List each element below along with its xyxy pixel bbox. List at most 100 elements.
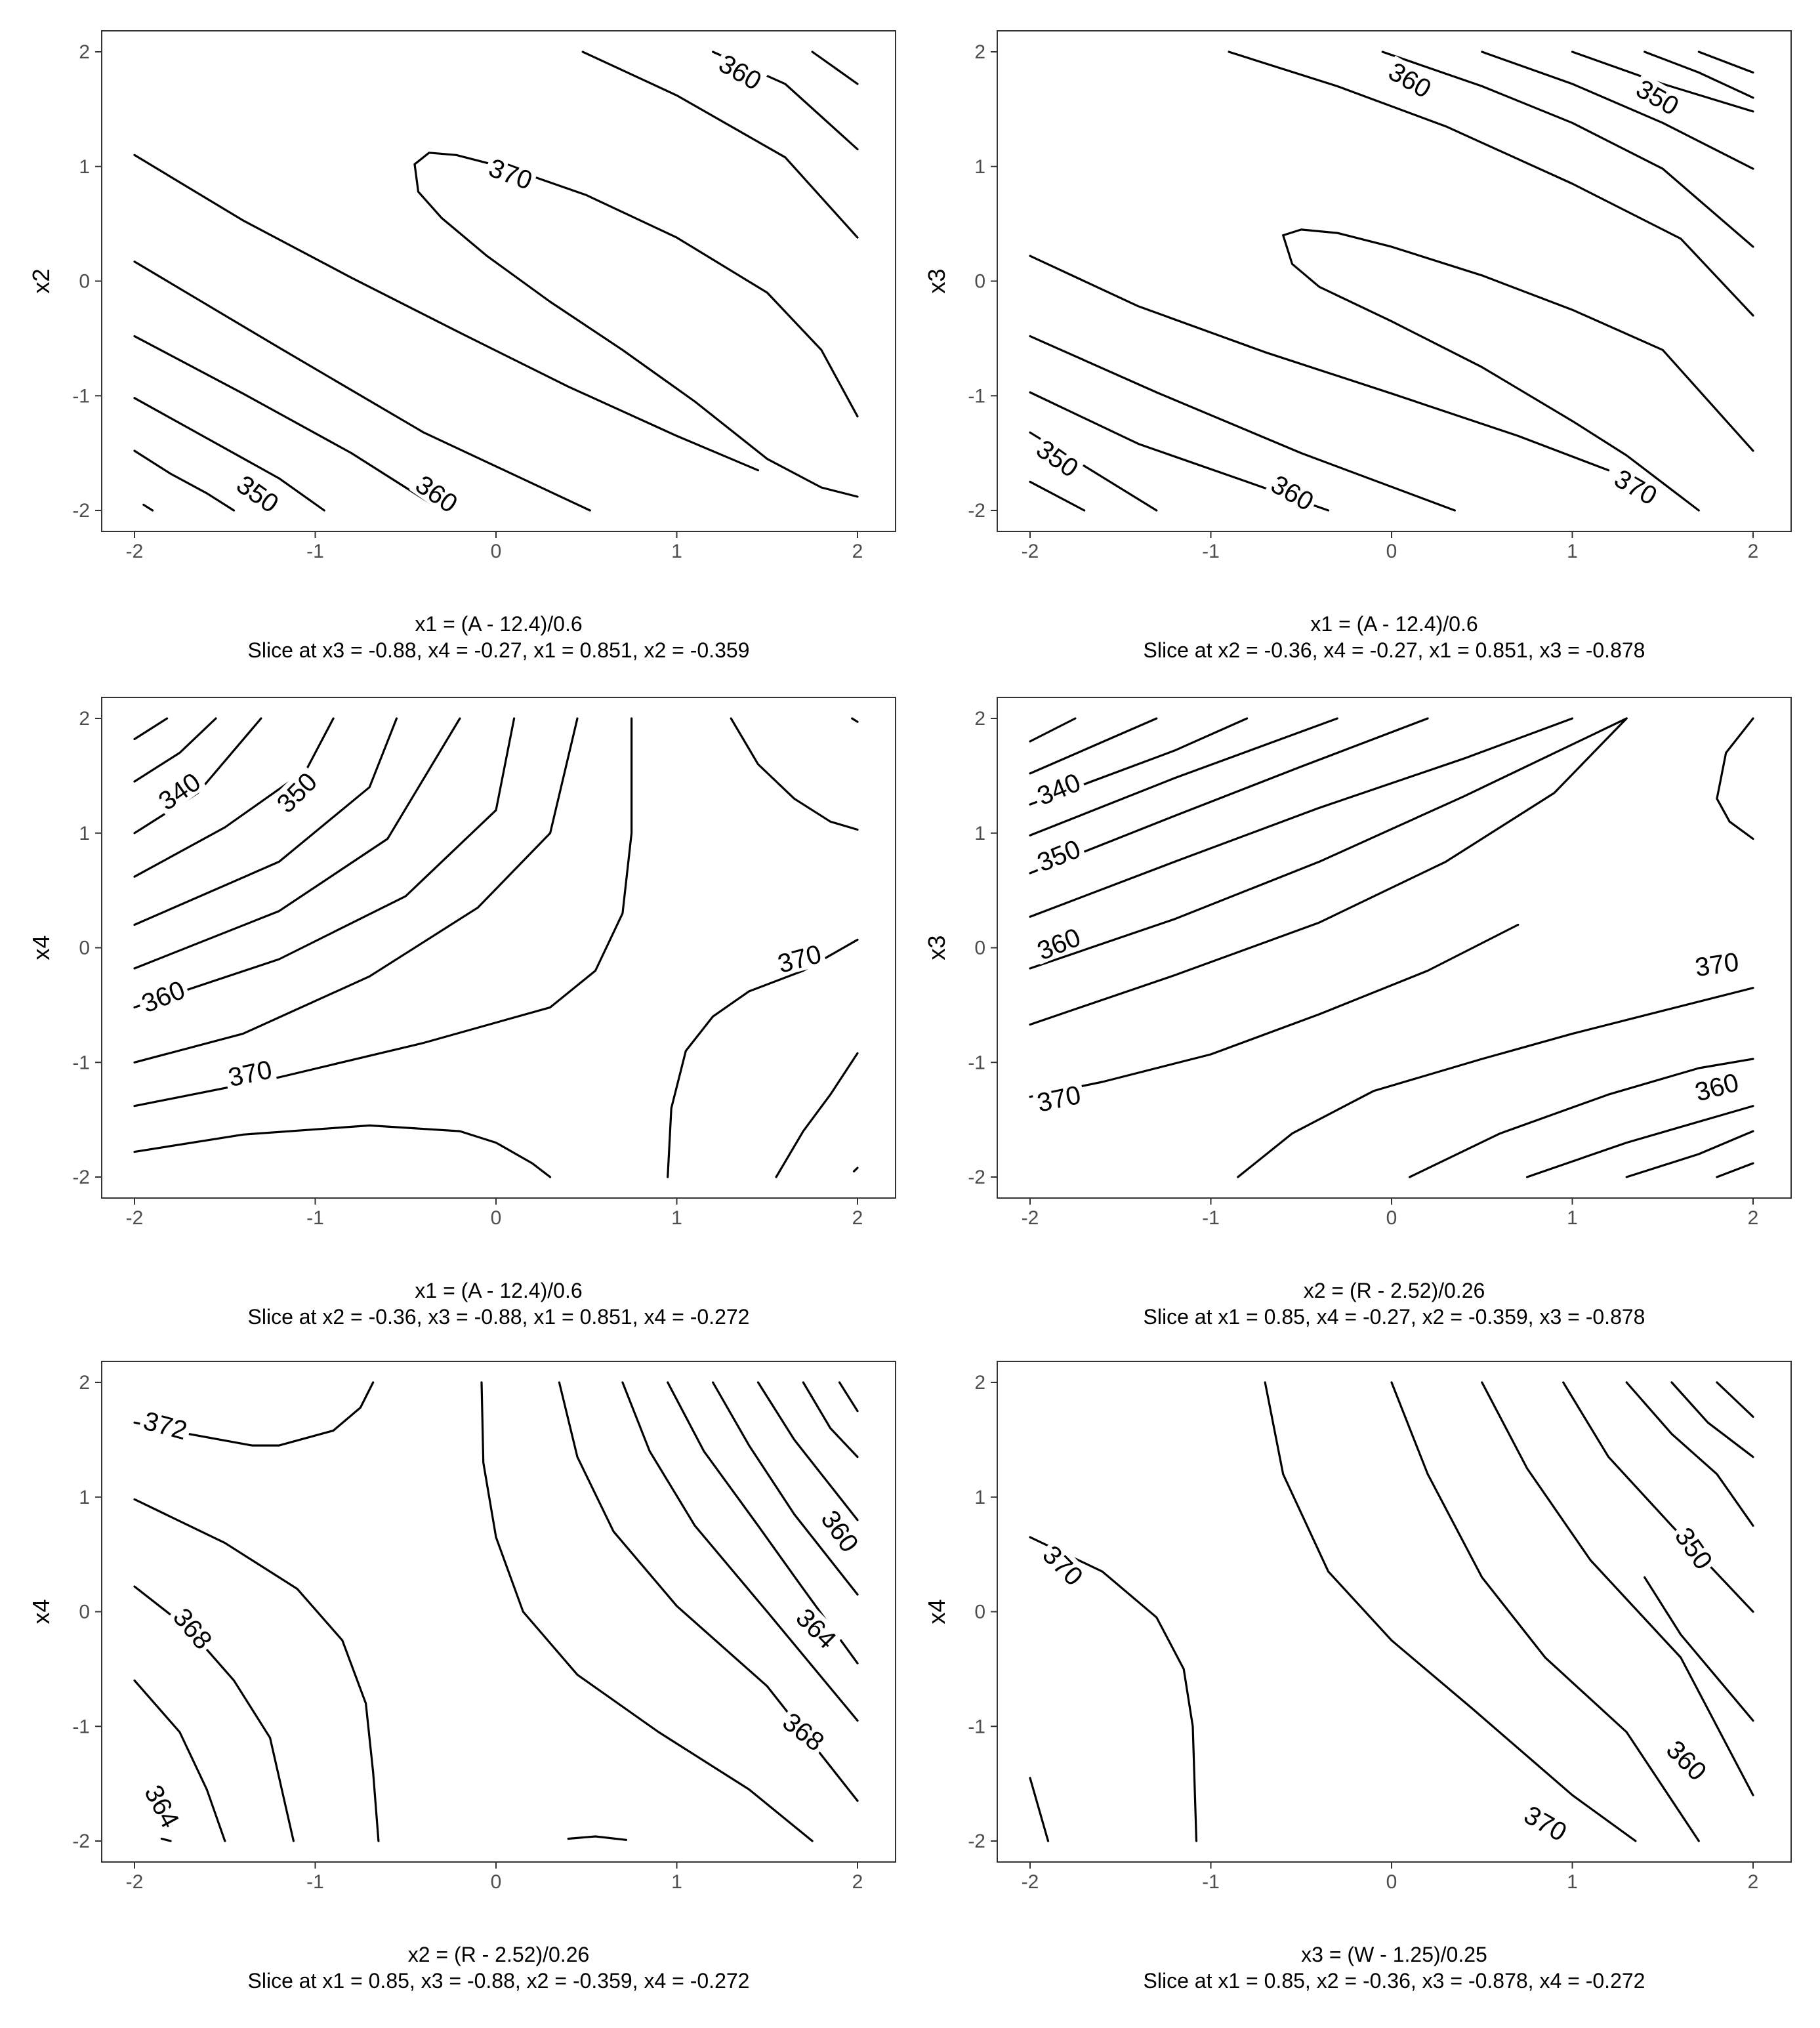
contour-line: [1526, 1105, 1754, 1178]
y-tick-label: 0: [79, 938, 90, 959]
contour-label-bg: [1031, 1079, 1086, 1116]
x-tick-label: 2: [1748, 541, 1759, 562]
x-axis-title: x1 = (A - 12.4)/0.6: [1310, 612, 1478, 636]
y-tick-label: 0: [79, 271, 90, 293]
contour-line: [1716, 1381, 1754, 1418]
x-tick-label: 0: [1386, 1871, 1397, 1893]
contour-line: [1481, 1381, 1754, 1796]
contour-line: [1625, 1381, 1754, 1527]
contour-line: [133, 717, 335, 878]
y-tick-label: -1: [72, 1052, 90, 1073]
contour-line: [1228, 51, 1754, 317]
y-tick-label: 1: [79, 1487, 90, 1508]
contour-line: [1562, 1381, 1754, 1613]
contour-lines: [1029, 717, 1754, 1178]
contour-line: [712, 1381, 859, 1596]
contour-line: [133, 717, 461, 970]
contour-line: [133, 717, 579, 1064]
contour-line: [413, 152, 859, 418]
contour-label: 370: [1690, 947, 1744, 982]
contour-line: [133, 717, 169, 741]
contour-line: [133, 1498, 380, 1842]
contour-label-bg: [1607, 462, 1665, 510]
contour-line: [775, 1052, 859, 1178]
contour-label-text: 370: [1693, 947, 1741, 982]
y-tick-label: 0: [974, 1602, 985, 1623]
y-tick-label: -1: [968, 1716, 985, 1737]
contour-line: [1716, 1162, 1754, 1178]
contour-line: [1029, 255, 1610, 472]
y-tick-label: 1: [974, 1487, 985, 1508]
contour-line: [558, 1381, 859, 1802]
x-axis-subtitle: Slice at x2 = -0.36, x3 = -0.88, x1 = 0.…: [248, 1305, 750, 1329]
x-tick-label: 1: [1567, 1207, 1578, 1229]
x-tick-label: 2: [852, 1207, 863, 1229]
contour-label-bg: [1030, 766, 1087, 810]
x-tick-label: 2: [1748, 1207, 1759, 1229]
x-tick-label: 1: [671, 1871, 682, 1893]
y-tick-label: -2: [72, 1167, 90, 1188]
contour-line: [802, 1381, 859, 1459]
contour-label-bg: [1037, 1538, 1091, 1592]
contour-line: [1481, 51, 1754, 170]
contour-lines: [1029, 51, 1754, 512]
contour-line: [133, 1124, 552, 1178]
x-tick-label: 0: [491, 1207, 502, 1229]
x-axis-subtitle: Slice at x2 = -0.36, x4 = -0.27, x1 = 0.…: [1144, 638, 1645, 662]
y-tick-label: 1: [79, 823, 90, 844]
y-tick-label: 2: [79, 41, 90, 63]
contour-line: [133, 260, 591, 512]
x-tick-label: 2: [852, 1871, 863, 1893]
chart-panel-1: -2 -1 0 1 2 -2 -1 0 1 2 x2 x1 = (A - 12.4)/0.6Slice…: [28, 30, 896, 662]
contour-line: [1029, 717, 1574, 918]
x-tick-label: 0: [1386, 1207, 1397, 1229]
contour-line: [1670, 1381, 1754, 1459]
contour-label-bg: [1382, 55, 1439, 104]
contour-label-bg: [138, 1405, 194, 1444]
contour-line: [1237, 987, 1754, 1178]
x-axis-subtitle: Slice at x1 = 0.85, x4 = -0.27, x2 = -0.…: [1144, 1305, 1645, 1329]
contour-label-bg: [815, 1502, 866, 1559]
x-axis-subtitle: Slice at x1 = 0.85, x2 = -0.36, x3 = -0.…: [1144, 1969, 1645, 1993]
contour-label-bg: [776, 1705, 832, 1757]
y-tick-label: 2: [974, 41, 985, 63]
contour-label-bg: [1669, 1520, 1720, 1576]
y-tick-label: 0: [79, 1602, 90, 1623]
contour-line: [1029, 717, 1628, 970]
x-tick-label: -1: [1202, 1207, 1220, 1229]
y-tick-label: -2: [72, 500, 90, 522]
x-axis-title: x1 = (A - 12.4)/0.6: [415, 612, 582, 636]
y-axis-title: x2: [28, 268, 54, 293]
contour-label-bg: [712, 47, 769, 96]
chart-panel-4: -2 -1 0 1 2 -2 -1 0 1 2 x3 x2 = (R - 2.52)/0.26 Slic…: [923, 697, 1792, 1329]
y-tick-label: 0: [974, 938, 985, 959]
contour-label-bg: [230, 468, 287, 519]
y-axis-title: x3: [923, 935, 950, 960]
x-tick-label: 1: [671, 1207, 682, 1229]
contour-line: [1029, 1536, 1198, 1842]
contour-line: [133, 717, 398, 926]
y-tick-label: -2: [968, 500, 985, 522]
contour-line: [1409, 1058, 1754, 1178]
x-tick-label: -2: [126, 1871, 144, 1893]
contour-line: [1381, 51, 1754, 248]
y-tick-label: 2: [79, 1372, 90, 1394]
contour-label-bg: [134, 974, 192, 1018]
x-tick-label: -2: [1022, 1871, 1039, 1893]
y-tick-label: 0: [974, 271, 985, 293]
contour-line: [1282, 228, 1754, 452]
contour-line: [1029, 717, 1338, 837]
contour-line: [1029, 480, 1086, 512]
contour-line: [133, 335, 443, 512]
x-tick-label: -1: [1202, 1871, 1220, 1893]
y-axis-title: x4: [923, 1599, 950, 1624]
contour-line: [480, 1381, 814, 1842]
contour-line: [1625, 1130, 1754, 1178]
contour-line: [851, 717, 859, 723]
contour-label-bg: [1518, 1798, 1575, 1847]
x-tick-label: -2: [1022, 541, 1039, 562]
contour-line: [1571, 51, 1754, 113]
y-tick-label: -2: [72, 1831, 90, 1852]
